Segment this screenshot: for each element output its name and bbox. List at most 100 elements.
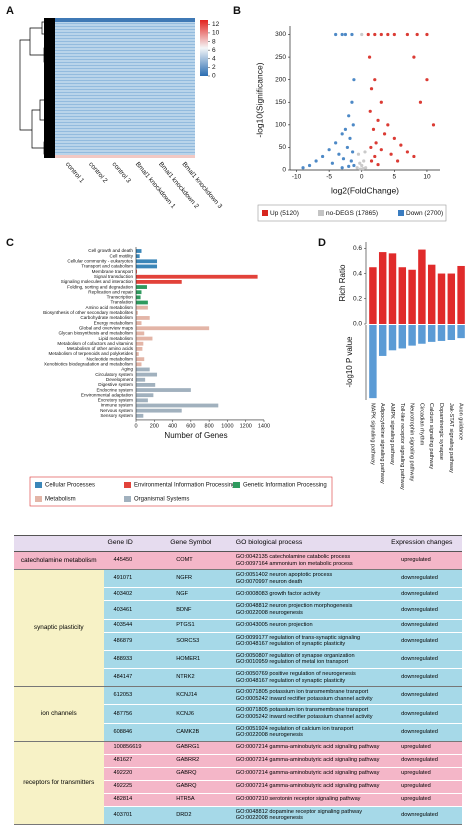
y-tick-label: 0.6: [353, 245, 362, 252]
bar: [136, 269, 137, 274]
colorbar-tick-label: 6: [212, 47, 216, 54]
panel-label: A: [6, 5, 14, 17]
y-tick-label: 0: [282, 167, 286, 174]
table-row: 488933 HOMER1 GO:0050807 regulation of syn…: [14, 650, 462, 669]
point: [334, 32, 338, 37]
go-process: GO:0008083 growth factor activity: [231, 587, 388, 602]
point: [360, 32, 364, 37]
category-label: Nervous system: [100, 408, 133, 413]
table-row: 492220 GABRQ GO:0007214 gamma-aminobutyric…: [14, 767, 462, 781]
x-axis-label: Number of Genes: [164, 431, 227, 440]
point: [415, 32, 419, 37]
gene-id: 403544: [103, 619, 167, 633]
table-row: 481627 GABRR2 GO:0007214 gamma-aminobutyri…: [14, 754, 462, 768]
go-term: GO:0005242 inward rectifier potassium ch…: [235, 713, 373, 720]
point: [369, 159, 374, 163]
category-label: Nucleotide metabolism: [87, 356, 134, 361]
go-term: GO:0022008 neurogenesis: [235, 815, 303, 822]
point: [351, 123, 355, 127]
group-label: synaptic plasticity: [14, 569, 104, 688]
table-row: 403544 PTGS1 GO:0043005 neuron projection d…: [14, 619, 462, 633]
gene-id: 492225: [103, 780, 167, 794]
go-process: GO:0099177 regulation of trans-synaptic …: [231, 632, 388, 651]
gene-id: 403402: [103, 587, 167, 602]
header-cell: Gene Symbol: [166, 535, 232, 552]
x-tick-label: -5: [326, 174, 332, 181]
go-term: GO:0008083 growth factor activity: [235, 591, 321, 598]
y-tick-label: 100: [275, 122, 286, 129]
go-term: GO:0043005 neuron projection: [235, 622, 313, 629]
category-label: Translation: [110, 300, 133, 305]
bar: [369, 267, 377, 324]
colorbar-tick-label: 0: [212, 73, 216, 80]
category-label: Signaling molecules and interaction: [61, 279, 134, 284]
bar: [136, 254, 140, 259]
x-tick-label: Circadian rhythm: [418, 403, 424, 446]
bar: [136, 346, 143, 351]
gene-symbol: SORCS3: [166, 632, 232, 651]
point: [379, 148, 383, 152]
x-tick-label: Axon guidance: [458, 403, 464, 440]
expression-change: upregulated: [387, 780, 462, 794]
table-row: ion channels 612053 KCNJ14 GO:0071805 potas…: [14, 686, 462, 742]
group-label: catecholamine metabolism: [14, 551, 104, 571]
bar: [369, 325, 377, 399]
expression-change: downregulated: [387, 806, 462, 825]
x-tick-label: AMPK signaling pathway: [389, 403, 395, 465]
point: [347, 114, 351, 118]
point: [412, 55, 416, 59]
colorbar-tick-label: 4: [212, 55, 216, 62]
point: [349, 159, 353, 163]
point: [386, 123, 390, 127]
category-label: Xenobiotics biodegradation and metabolis…: [44, 362, 133, 367]
go-term: GO:0048812 dopamine receptor signaling p…: [235, 808, 363, 815]
x-tick-label: Adipocytokine signaling pathway: [379, 403, 385, 484]
category-label: Energy metabolism: [94, 320, 133, 325]
group-label: ion channels: [14, 686, 104, 742]
bar: [136, 383, 156, 387]
go-term: GO:0005242 inward rectifier potassium ch…: [235, 695, 373, 702]
category-label: Immune system: [101, 403, 134, 408]
legend-label: Environmental Information Processing: [134, 483, 235, 489]
legend-swatch: [262, 210, 268, 216]
point: [347, 164, 351, 168]
bar: [136, 362, 142, 367]
gene-id: 100856619: [103, 741, 167, 755]
bar: [427, 264, 436, 324]
category-label: Excretory system: [98, 398, 133, 403]
point: [373, 32, 377, 37]
gene-id: 445450: [103, 551, 167, 571]
point: [352, 78, 356, 82]
y-tick-label: 150: [275, 99, 286, 106]
go-term: GO:0007214 gamma-aminobutyric acid signa…: [235, 783, 380, 790]
go-process: GO:0051924 regulation of calcium ion tra…: [231, 723, 388, 742]
go-term: GO:0050769 positive regulation of neurog…: [235, 670, 356, 677]
bar: [427, 325, 436, 342]
point: [307, 163, 312, 168]
column-label: Bmal1 knockdown 1: [134, 161, 177, 210]
go-term: GO:0048167 regulation of synaptic plasti…: [235, 641, 346, 648]
table-row: receptors for transmitters 100856619 GABRG…: [14, 741, 462, 825]
go-term: GO:0070997 neuron death: [235, 578, 303, 585]
point: [431, 123, 436, 127]
gene-symbol: HOMER1: [166, 650, 232, 669]
go-term: GO:0007214 gamma-aminobutyric acid signa…: [235, 757, 380, 764]
expression-change: upregulated: [387, 767, 462, 781]
gene-id: 612053: [103, 686, 167, 706]
panel-label: B: [233, 5, 241, 17]
go-term: GO:0071805 potassium ion transmembrane t…: [235, 689, 369, 696]
go-term: GO:0048812 neuron projection morphogenes…: [235, 603, 353, 610]
column-label: Bmal1 knockdown 2: [157, 161, 200, 210]
bar: [136, 310, 138, 315]
point: [351, 150, 355, 154]
category-label: Lipid metabolism: [99, 336, 134, 341]
bar: [398, 325, 407, 349]
expression-change: downregulated: [387, 619, 462, 633]
point: [369, 87, 374, 91]
go-process: GO:0048812 dopamine receptor signaling p…: [231, 806, 388, 825]
legend-label: Cellular Processes: [45, 483, 95, 489]
go-process: GO:0050769 positive regulation of neurog…: [231, 668, 388, 688]
bar: [418, 249, 426, 324]
bar: [437, 325, 446, 341]
